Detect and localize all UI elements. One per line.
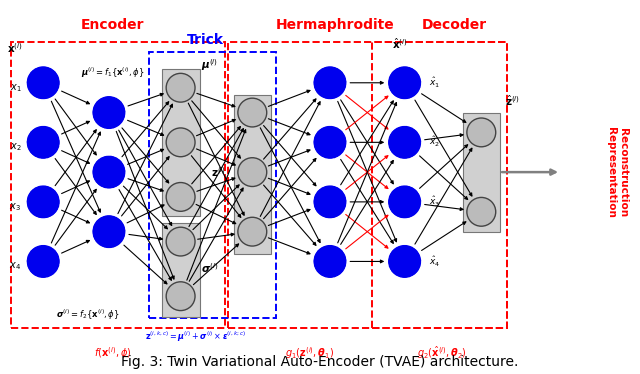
- Circle shape: [26, 65, 61, 100]
- Text: Reconstruction
Representation: Reconstruction Representation: [606, 127, 627, 218]
- Circle shape: [166, 73, 195, 102]
- Text: $x_4$: $x_4$: [10, 261, 21, 272]
- Text: $\hat{x}_2$: $\hat{x}_2$: [429, 135, 440, 149]
- Circle shape: [166, 227, 195, 256]
- Text: $\boldsymbol{\sigma}^{(i)}$: $\boldsymbol{\sigma}^{(i)}$: [200, 261, 218, 275]
- Text: $\mathbf{z}^{(i,k,c)} = \boldsymbol{\mu}^{(i)} + \boldsymbol{\sigma}^{(i)} \time: $\mathbf{z}^{(i,k,c)} = \boldsymbol{\mu}…: [145, 329, 246, 344]
- FancyBboxPatch shape: [162, 223, 200, 317]
- Circle shape: [312, 244, 348, 279]
- Circle shape: [312, 65, 348, 100]
- Text: $\boldsymbol{\mu}^{(i)}$: $\boldsymbol{\mu}^{(i)}$: [200, 57, 218, 73]
- FancyBboxPatch shape: [234, 95, 271, 254]
- Text: Decoder: Decoder: [422, 18, 487, 32]
- Text: $\hat{x}_4$: $\hat{x}_4$: [429, 254, 440, 269]
- Text: $\mathbf{x}^{(i)}$: $\mathbf{x}^{(i)}$: [8, 41, 23, 55]
- Text: $\hat{\mathbf{x}}^{(i)}$: $\hat{\mathbf{x}}^{(i)}$: [392, 37, 408, 51]
- Text: $\hat{x}_1$: $\hat{x}_1$: [429, 76, 440, 90]
- Text: Fig. 3: Twin Variational Auto-Encoder (TVAE) architecture.: Fig. 3: Twin Variational Auto-Encoder (T…: [122, 355, 518, 369]
- FancyBboxPatch shape: [463, 113, 500, 232]
- Text: $x_2$: $x_2$: [10, 141, 21, 153]
- Circle shape: [387, 184, 422, 219]
- Text: Encoder: Encoder: [81, 18, 145, 32]
- Text: Trick: Trick: [187, 33, 224, 47]
- Circle shape: [467, 197, 496, 226]
- Circle shape: [92, 155, 126, 190]
- Circle shape: [467, 118, 496, 147]
- Text: $\hat{x}_3$: $\hat{x}_3$: [429, 195, 440, 209]
- Circle shape: [26, 125, 61, 160]
- Text: $x_1$: $x_1$: [10, 82, 21, 94]
- Circle shape: [312, 184, 348, 219]
- Circle shape: [238, 98, 267, 127]
- Circle shape: [92, 214, 126, 249]
- Circle shape: [166, 183, 195, 211]
- Text: $\hat{\mathbf{z}}^{(i)}$: $\hat{\mathbf{z}}^{(i)}$: [505, 94, 520, 108]
- Circle shape: [238, 217, 267, 246]
- Circle shape: [238, 158, 267, 187]
- Text: $\boldsymbol{\mu}^{(i)} = f_1\{\mathbf{x}^{(i)},\phi\}$: $\boldsymbol{\mu}^{(i)} = f_1\{\mathbf{x…: [81, 66, 145, 80]
- FancyBboxPatch shape: [162, 69, 200, 216]
- Circle shape: [92, 95, 126, 130]
- Text: $g_1(\mathbf{z}^{(i)},\boldsymbol{\theta}_1)$: $g_1(\mathbf{z}^{(i)},\boldsymbol{\theta…: [285, 345, 335, 361]
- Text: Hermaphrodite: Hermaphrodite: [276, 18, 394, 32]
- Text: $\boldsymbol{\sigma}^{(i)} = f_2\{\mathbf{x}^{(i)},\phi\}$: $\boldsymbol{\sigma}^{(i)} = f_2\{\mathb…: [56, 308, 120, 322]
- Text: $f(\mathbf{x}^{(i)},\phi)$: $f(\mathbf{x}^{(i)},\phi)$: [94, 345, 132, 361]
- Circle shape: [166, 128, 195, 157]
- Text: $g_2(\hat{\mathbf{x}}^{(i)},\boldsymbol{\theta}_2)$: $g_2(\hat{\mathbf{x}}^{(i)},\boldsymbol{…: [417, 345, 467, 361]
- Text: $x_3$: $x_3$: [10, 201, 21, 213]
- Circle shape: [387, 65, 422, 100]
- Circle shape: [387, 125, 422, 160]
- Text: $\mathbf{z}^{(i)}$: $\mathbf{z}^{(i)}$: [211, 165, 226, 179]
- Circle shape: [166, 282, 195, 310]
- Circle shape: [312, 125, 348, 160]
- Circle shape: [26, 184, 61, 219]
- Circle shape: [26, 244, 61, 279]
- Circle shape: [387, 244, 422, 279]
